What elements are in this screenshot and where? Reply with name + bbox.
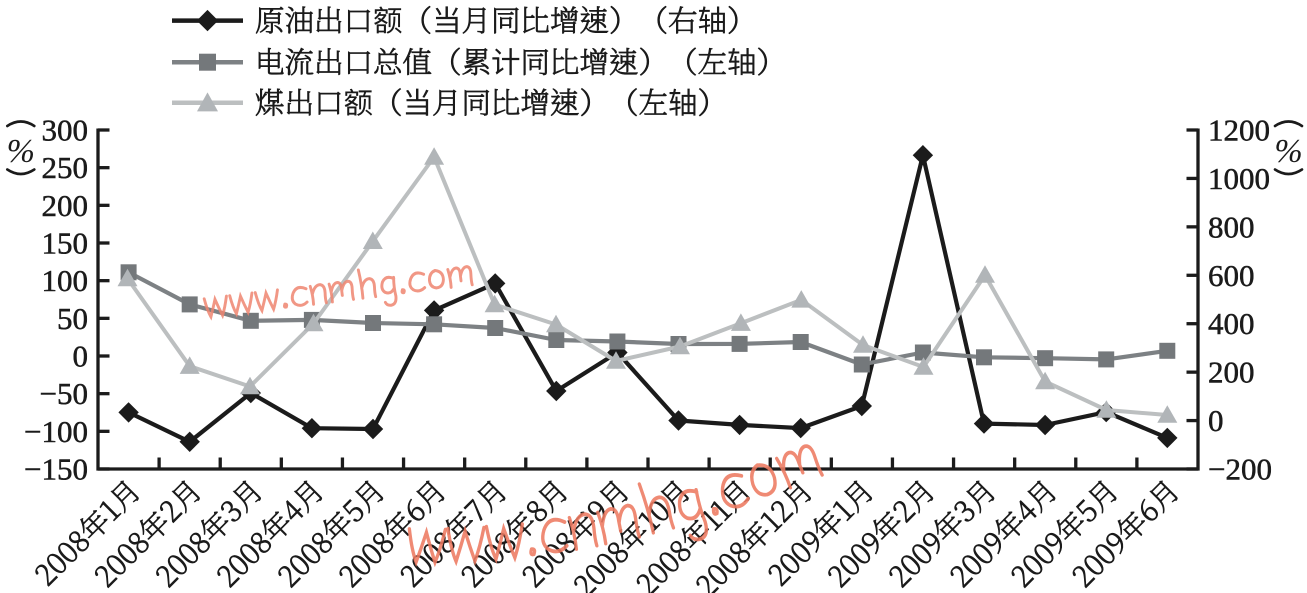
svg-text:−200: −200	[1208, 452, 1272, 487]
svg-text:250: 250	[42, 150, 89, 185]
svg-text:1200: 1200	[1208, 113, 1270, 148]
svg-text:%: %	[7, 133, 35, 170]
svg-text:800: 800	[1208, 209, 1255, 244]
svg-text:400: 400	[1208, 306, 1255, 341]
svg-text:0: 0	[1208, 403, 1224, 438]
svg-text:−100: −100	[24, 414, 88, 449]
svg-text:0: 0	[73, 339, 89, 374]
svg-text:150: 150	[42, 226, 89, 261]
svg-text:200: 200	[1208, 355, 1255, 390]
svg-text:600: 600	[1208, 258, 1255, 293]
svg-text:−50: −50	[40, 376, 88, 411]
svg-text:−150: −150	[24, 452, 88, 487]
svg-text:300: 300	[42, 113, 89, 148]
svg-text:200: 200	[42, 188, 89, 223]
svg-text:50: 50	[57, 301, 88, 336]
svg-text:100: 100	[42, 263, 89, 298]
svg-text:1000: 1000	[1208, 161, 1270, 196]
svg-text:%: %	[1274, 133, 1302, 170]
